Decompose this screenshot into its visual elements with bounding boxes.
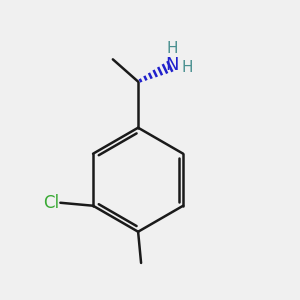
Text: N: N: [166, 56, 179, 74]
Text: H: H: [182, 60, 194, 75]
Text: Cl: Cl: [43, 194, 59, 212]
Text: H: H: [167, 41, 178, 56]
